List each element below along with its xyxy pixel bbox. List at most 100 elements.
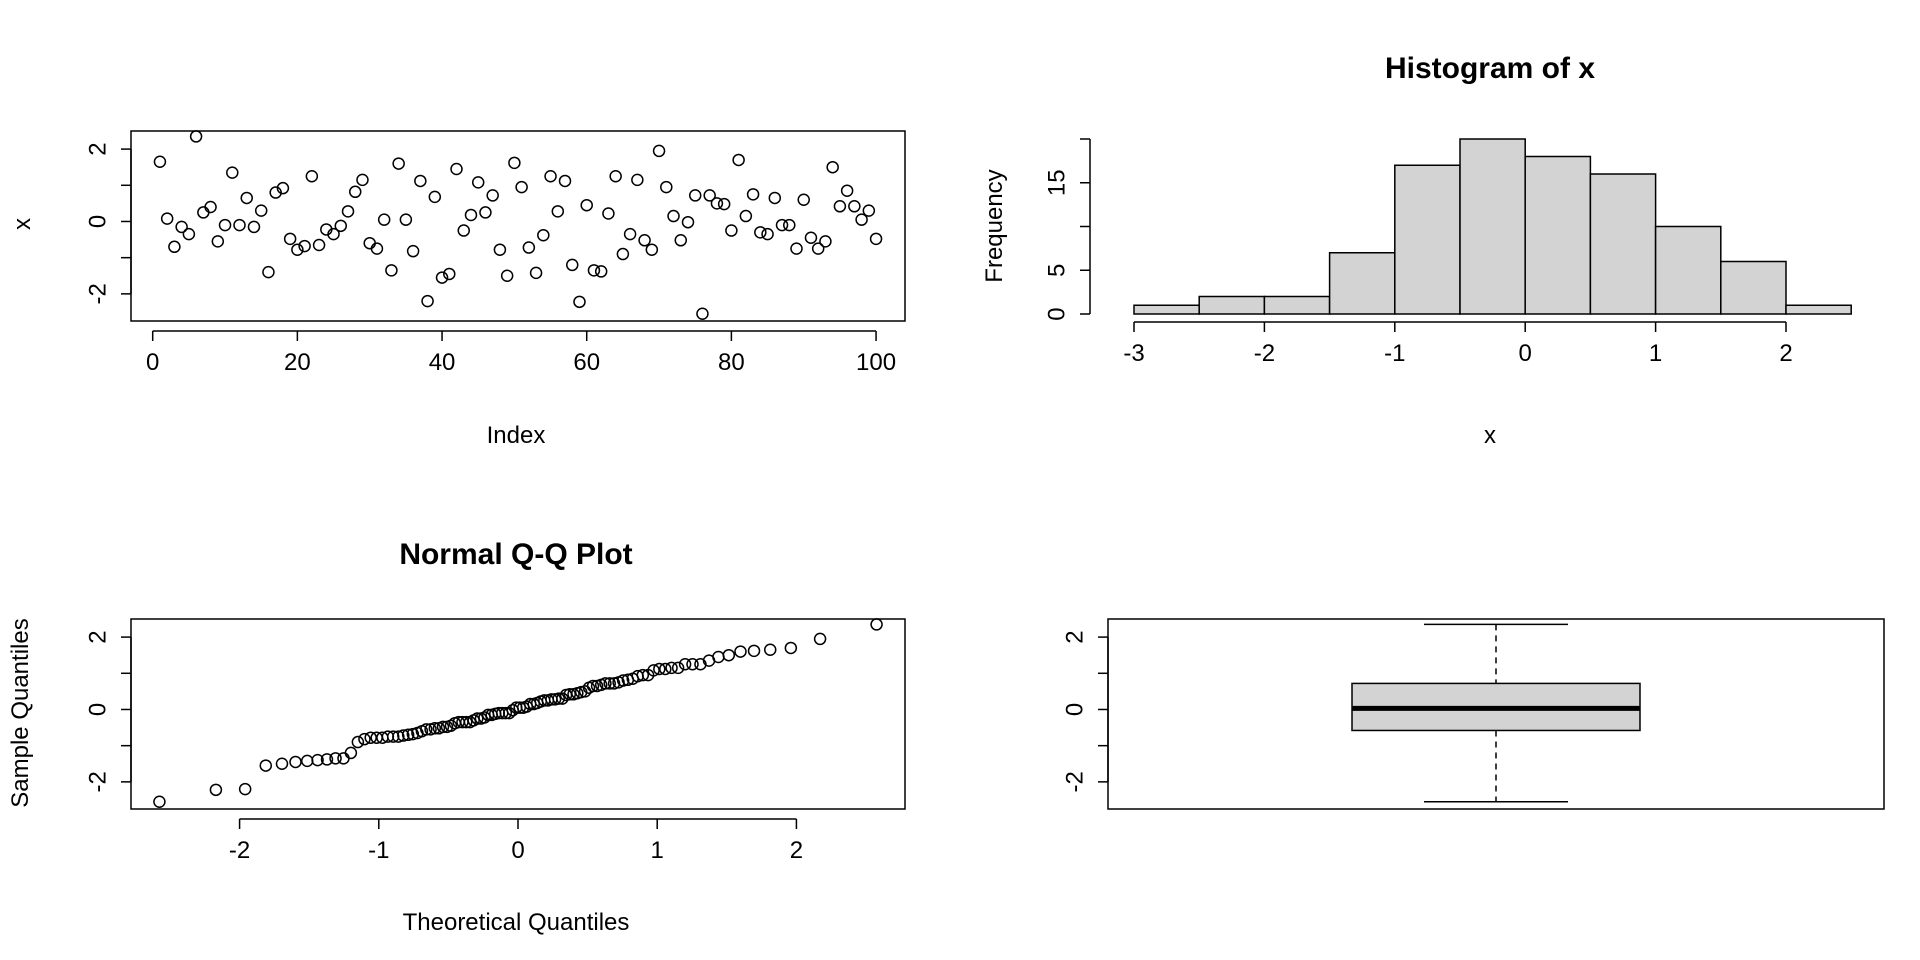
- index-scatter-point: [305, 169, 319, 183]
- qq-plot-point: [563, 688, 577, 701]
- qq-plot-point: [556, 692, 569, 705]
- index-scatter-point: [182, 227, 196, 241]
- index-scatter-point: [529, 266, 543, 280]
- qq-plot-point: [747, 644, 761, 658]
- qq-plot-panel: -2 -1 0 1 2 -2 0 2: [85, 618, 906, 864]
- index-scatter-point: [833, 200, 847, 213]
- histogram-x-tick-label: -1: [1384, 340, 1405, 367]
- qq-plot-x-tick-label: 0: [511, 837, 524, 864]
- histogram-x-tick-label: -3: [1123, 340, 1144, 367]
- index-scatter-point: [428, 190, 442, 204]
- index-scatter-point: [754, 226, 767, 239]
- index-scatter-point: [631, 173, 644, 187]
- index-scatter-point: [211, 235, 225, 248]
- index-scatter-point: [283, 232, 297, 246]
- histogram-bar: [1394, 164, 1461, 315]
- qq-plot-point: [647, 664, 660, 677]
- index-scatter-panel: 0 20 40 60 80 100 -2 0 2: [85, 130, 906, 376]
- index-scatter-point: [768, 191, 782, 205]
- qq-plot-y-tick-label: 0: [85, 703, 112, 716]
- index-scatter-point: [153, 155, 167, 169]
- index-scatter-point: [160, 212, 174, 225]
- index-scatter-point: [500, 269, 514, 283]
- index-scatter-x-tick-label: 0: [146, 349, 159, 376]
- qq-plot-point: [813, 632, 827, 646]
- index-scatter-point: [189, 130, 203, 143]
- index-scatter-y-tick-label: -2: [85, 283, 112, 304]
- index-scatter-point: [254, 204, 268, 217]
- index-scatter-point: [609, 169, 622, 183]
- index-scatter-x-tick-label: 40: [429, 349, 456, 376]
- index-scatter-point: [710, 197, 724, 210]
- index-scatter-point: [471, 176, 485, 189]
- index-scatter-y-tick-label: 2: [85, 142, 112, 155]
- qq-plot-point: [763, 643, 777, 657]
- qq-plot-point: [406, 727, 420, 741]
- qq-plot-title: Normal Q-Q Plot: [399, 538, 632, 571]
- qq-plot-x-tick-label: 1: [651, 837, 664, 864]
- index-scatter-point: [761, 227, 774, 241]
- qq-plot-x-tick-label: -2: [229, 837, 250, 864]
- index-scatter-point: [479, 206, 492, 219]
- qq-plot-point: [552, 692, 565, 705]
- boxplot-panel: -2 0 2: [1062, 618, 1885, 810]
- histogram-x-tick-label: -2: [1254, 340, 1275, 367]
- histogram-y-tick-label: 15: [1044, 169, 1071, 196]
- index-scatter-point: [797, 193, 810, 207]
- index-scatter-point: [775, 218, 789, 232]
- index-scatter-point: [688, 189, 702, 202]
- index-scatter-point: [392, 157, 405, 170]
- index-scatter-point: [356, 173, 369, 187]
- histogram-bar: [1654, 225, 1722, 315]
- index-scatter-point: [204, 200, 217, 214]
- index-scatter-point: [385, 264, 398, 277]
- index-scatter-point: [869, 232, 883, 246]
- index-scatter-point: [522, 241, 536, 254]
- index-scatter-point: [240, 191, 253, 205]
- index-scatter-point: [508, 156, 521, 170]
- qq-plot-point: [358, 732, 371, 746]
- index-scatter-point: [464, 208, 478, 222]
- qq-plot-point: [694, 657, 707, 671]
- qq-plot-point: [636, 668, 650, 682]
- index-scatter-point: [247, 220, 261, 234]
- qq-plot-point: [259, 759, 273, 772]
- index-scatter-point: [739, 209, 753, 223]
- index-scatter-point: [486, 189, 499, 202]
- index-scatter-point: [457, 224, 470, 237]
- index-scatter-point: [218, 218, 232, 232]
- qq-plot-point: [428, 722, 442, 735]
- index-scatter-point: [399, 213, 413, 226]
- histogram-bar: [1589, 173, 1657, 315]
- index-scatter-point: [537, 228, 550, 242]
- index-scatter-point: [616, 247, 630, 261]
- index-scatter-point: [233, 218, 246, 232]
- index-scatter-point: [848, 200, 861, 213]
- index-scatter-point: [558, 174, 572, 188]
- index-scatter-y-tick-label: 0: [85, 215, 112, 228]
- index-scatter-point: [226, 166, 239, 179]
- histogram-y-tick-label: 0: [1044, 307, 1071, 320]
- index-scatter-point: [348, 185, 362, 199]
- index-scatter-point: [783, 218, 796, 232]
- histogram-bar: [1720, 260, 1787, 315]
- qq-plot-point: [401, 728, 415, 742]
- index-scatter-point: [819, 235, 832, 248]
- index-scatter-point: [551, 205, 565, 218]
- histogram-bar: [1459, 138, 1526, 315]
- index-scatter-xlabel: Index: [487, 422, 546, 449]
- index-scatter-point: [544, 169, 557, 183]
- qq-plot-point: [153, 795, 166, 809]
- qq-plot-point: [238, 782, 252, 796]
- histogram-x-tick-label: 0: [1519, 340, 1532, 367]
- qq-plot-point: [678, 657, 692, 671]
- index-scatter-point: [370, 242, 384, 255]
- qq-plot-point: [436, 720, 450, 734]
- qq-plot-point: [586, 679, 600, 693]
- histogram-bar: [1263, 295, 1331, 315]
- qq-plot-point: [499, 706, 513, 720]
- qq-plot-point: [275, 757, 289, 771]
- boxplot-y-tick-label: -2: [1062, 771, 1089, 792]
- qq-plot-point: [659, 662, 672, 676]
